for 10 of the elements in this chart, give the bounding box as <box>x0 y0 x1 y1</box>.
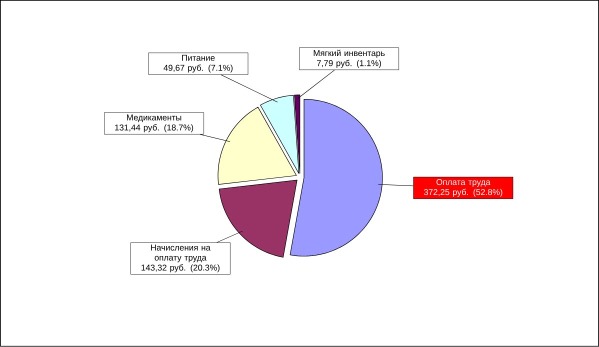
data-label: 49,67 руб. (7.1%) <box>164 64 233 73</box>
slice-label: Мягкий инвентарь <box>314 50 385 58</box>
slice-label: Питание <box>182 55 215 61</box>
slice-label: Оплата труда <box>436 179 490 187</box>
data-label: 7,79 руб. (1.1%) <box>317 60 382 68</box>
slice-label: Начисления на оплату труда <box>151 244 211 262</box>
data-label: 143,32 руб. (20.3%) <box>142 264 220 272</box>
data-label: 131,44 руб. (18.7%) <box>115 124 194 132</box>
slice-label: Медикаменты <box>127 114 182 122</box>
data-label: 372,25 руб. (52.8%) <box>424 188 502 197</box>
